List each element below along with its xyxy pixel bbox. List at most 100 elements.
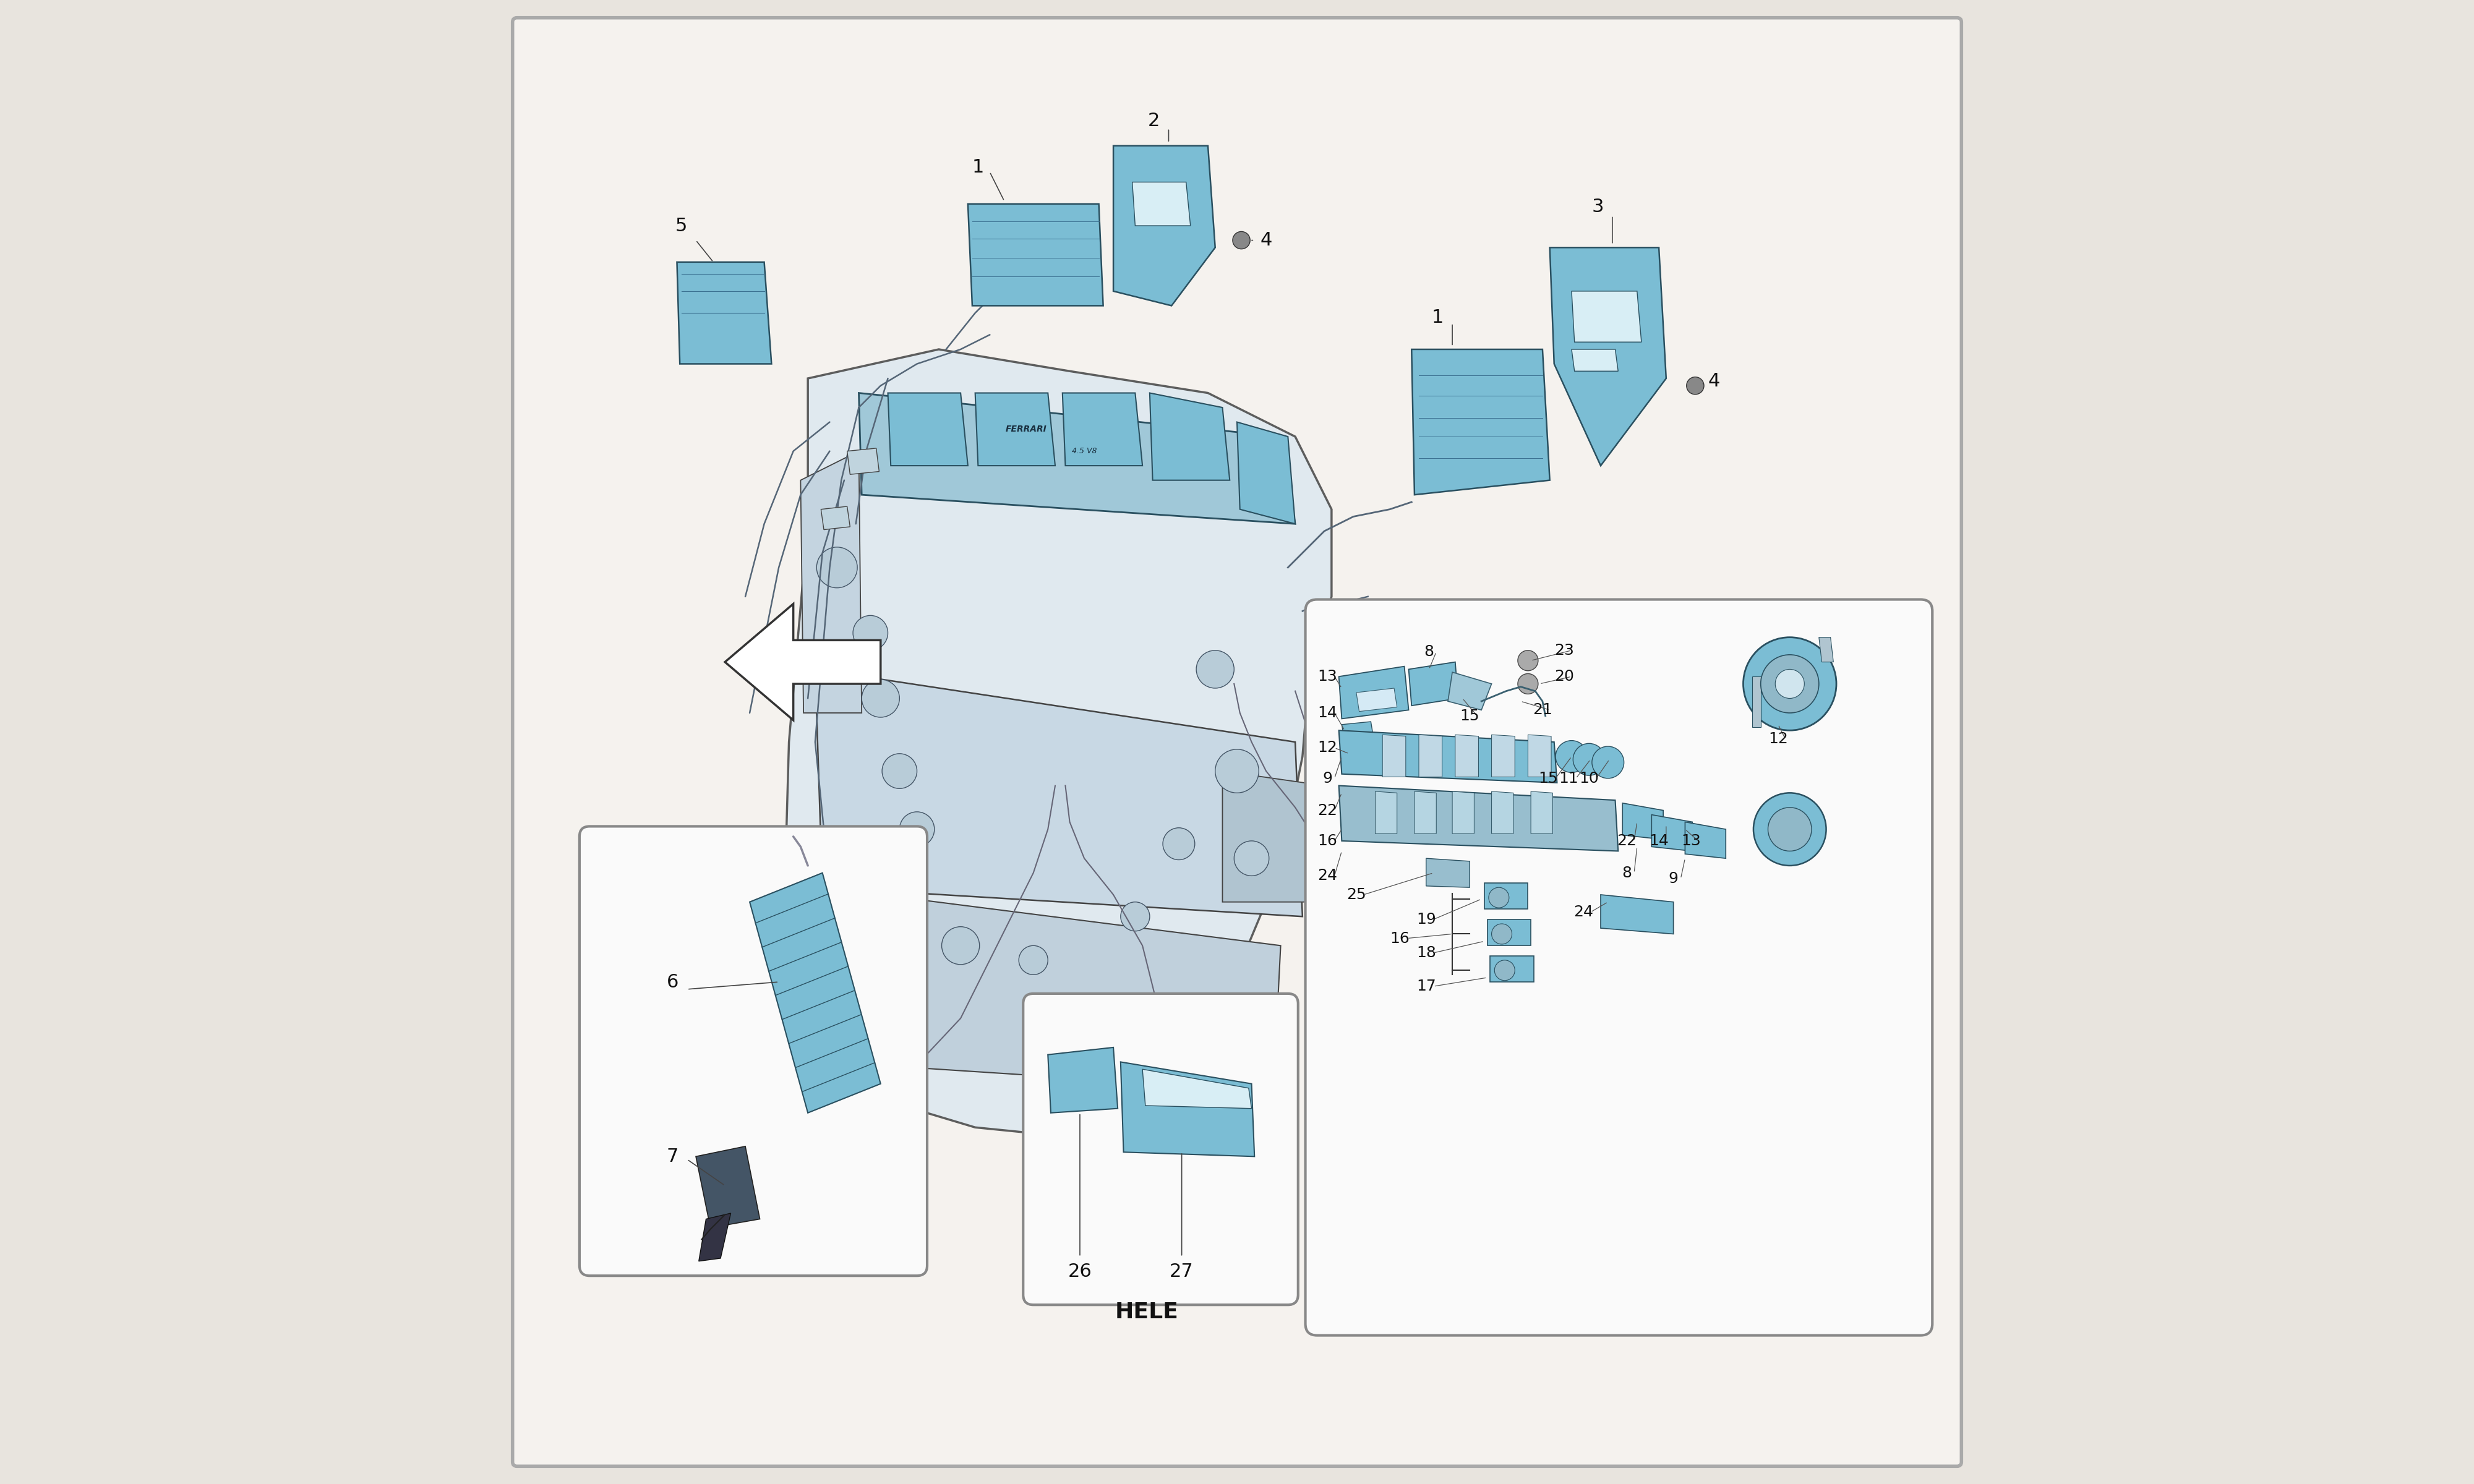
Text: 21: 21 bbox=[1531, 702, 1551, 717]
Polygon shape bbox=[1492, 735, 1514, 778]
Text: 4.5 V8: 4.5 V8 bbox=[1071, 447, 1096, 456]
Polygon shape bbox=[725, 604, 881, 720]
Text: 26: 26 bbox=[1069, 1263, 1091, 1281]
Circle shape bbox=[1019, 945, 1049, 975]
Polygon shape bbox=[1408, 662, 1457, 706]
Polygon shape bbox=[1413, 349, 1549, 494]
Circle shape bbox=[1744, 637, 1836, 730]
Circle shape bbox=[943, 926, 980, 965]
Polygon shape bbox=[1752, 677, 1761, 727]
Text: 3: 3 bbox=[1591, 197, 1603, 215]
Circle shape bbox=[816, 548, 858, 588]
Polygon shape bbox=[1121, 1063, 1254, 1156]
Polygon shape bbox=[802, 451, 861, 712]
Polygon shape bbox=[1623, 803, 1663, 840]
Text: 17: 17 bbox=[1415, 979, 1435, 994]
Text: 23: 23 bbox=[1554, 643, 1573, 657]
Circle shape bbox=[1489, 887, 1509, 908]
Polygon shape bbox=[1455, 735, 1479, 778]
Circle shape bbox=[1591, 746, 1623, 778]
Polygon shape bbox=[1571, 291, 1640, 341]
Polygon shape bbox=[1425, 858, 1470, 887]
Circle shape bbox=[1197, 650, 1235, 689]
Text: 2: 2 bbox=[1148, 111, 1160, 131]
Polygon shape bbox=[1338, 666, 1408, 718]
Text: 9: 9 bbox=[1667, 871, 1677, 886]
Polygon shape bbox=[1531, 791, 1554, 834]
Polygon shape bbox=[787, 349, 1331, 1135]
Polygon shape bbox=[888, 393, 967, 466]
Text: 16: 16 bbox=[1390, 930, 1410, 945]
Polygon shape bbox=[1447, 672, 1492, 709]
Circle shape bbox=[1769, 807, 1811, 850]
Polygon shape bbox=[1133, 183, 1190, 226]
Polygon shape bbox=[1049, 1048, 1118, 1113]
Circle shape bbox=[883, 754, 918, 788]
Circle shape bbox=[854, 616, 888, 650]
Text: 6: 6 bbox=[666, 974, 678, 991]
Polygon shape bbox=[1376, 791, 1398, 834]
Circle shape bbox=[1232, 232, 1249, 249]
Polygon shape bbox=[1484, 883, 1529, 910]
Polygon shape bbox=[1601, 895, 1672, 933]
Circle shape bbox=[1556, 741, 1588, 773]
Circle shape bbox=[1761, 654, 1818, 712]
Polygon shape bbox=[1383, 735, 1405, 778]
Text: 7: 7 bbox=[666, 1147, 678, 1165]
Text: 27: 27 bbox=[1170, 1263, 1192, 1281]
Text: 9: 9 bbox=[1321, 772, 1331, 787]
Text: 12: 12 bbox=[1769, 732, 1789, 746]
Text: 12: 12 bbox=[1316, 741, 1336, 755]
Circle shape bbox=[901, 812, 935, 847]
Text: 1: 1 bbox=[1432, 309, 1445, 326]
Polygon shape bbox=[1346, 742, 1371, 763]
FancyBboxPatch shape bbox=[579, 827, 928, 1276]
Text: 4: 4 bbox=[1259, 232, 1272, 249]
Polygon shape bbox=[1341, 721, 1373, 742]
Polygon shape bbox=[1150, 393, 1230, 481]
Polygon shape bbox=[1113, 145, 1215, 306]
Polygon shape bbox=[1549, 248, 1665, 466]
Polygon shape bbox=[1653, 815, 1692, 850]
Polygon shape bbox=[1061, 393, 1143, 466]
Text: 22: 22 bbox=[1316, 803, 1336, 818]
Polygon shape bbox=[1529, 735, 1551, 778]
Text: 5: 5 bbox=[675, 217, 688, 234]
Circle shape bbox=[1573, 743, 1606, 776]
Text: 11: 11 bbox=[1559, 772, 1578, 787]
Polygon shape bbox=[846, 448, 878, 475]
Polygon shape bbox=[1452, 791, 1475, 834]
Text: 24: 24 bbox=[1316, 868, 1336, 883]
Polygon shape bbox=[975, 393, 1054, 466]
Text: 1: 1 bbox=[972, 159, 985, 177]
Polygon shape bbox=[1415, 791, 1437, 834]
FancyBboxPatch shape bbox=[1024, 994, 1299, 1304]
Text: 13: 13 bbox=[1680, 834, 1700, 849]
Polygon shape bbox=[1338, 785, 1618, 850]
Polygon shape bbox=[1338, 730, 1556, 782]
Circle shape bbox=[861, 680, 901, 717]
Text: 19: 19 bbox=[1415, 913, 1435, 927]
Text: HELE: HELE bbox=[1116, 1301, 1178, 1322]
Polygon shape bbox=[858, 393, 1296, 524]
Polygon shape bbox=[695, 1146, 760, 1227]
Polygon shape bbox=[1492, 791, 1514, 834]
Circle shape bbox=[1121, 902, 1150, 930]
Polygon shape bbox=[1571, 349, 1618, 371]
Polygon shape bbox=[1489, 956, 1534, 982]
Text: FERRARI: FERRARI bbox=[1004, 424, 1047, 433]
Polygon shape bbox=[1356, 689, 1398, 711]
Text: 25: 25 bbox=[1346, 887, 1366, 902]
Circle shape bbox=[1754, 792, 1826, 865]
Text: 8: 8 bbox=[1425, 644, 1435, 659]
Circle shape bbox=[1235, 841, 1269, 876]
Polygon shape bbox=[821, 506, 851, 530]
Polygon shape bbox=[821, 887, 1282, 1091]
Text: 22: 22 bbox=[1618, 834, 1638, 849]
Text: 15: 15 bbox=[1539, 772, 1559, 787]
Polygon shape bbox=[750, 873, 881, 1113]
Circle shape bbox=[1492, 923, 1512, 944]
FancyBboxPatch shape bbox=[1306, 600, 1932, 1336]
Polygon shape bbox=[814, 669, 1301, 917]
Text: 15: 15 bbox=[1460, 708, 1479, 723]
